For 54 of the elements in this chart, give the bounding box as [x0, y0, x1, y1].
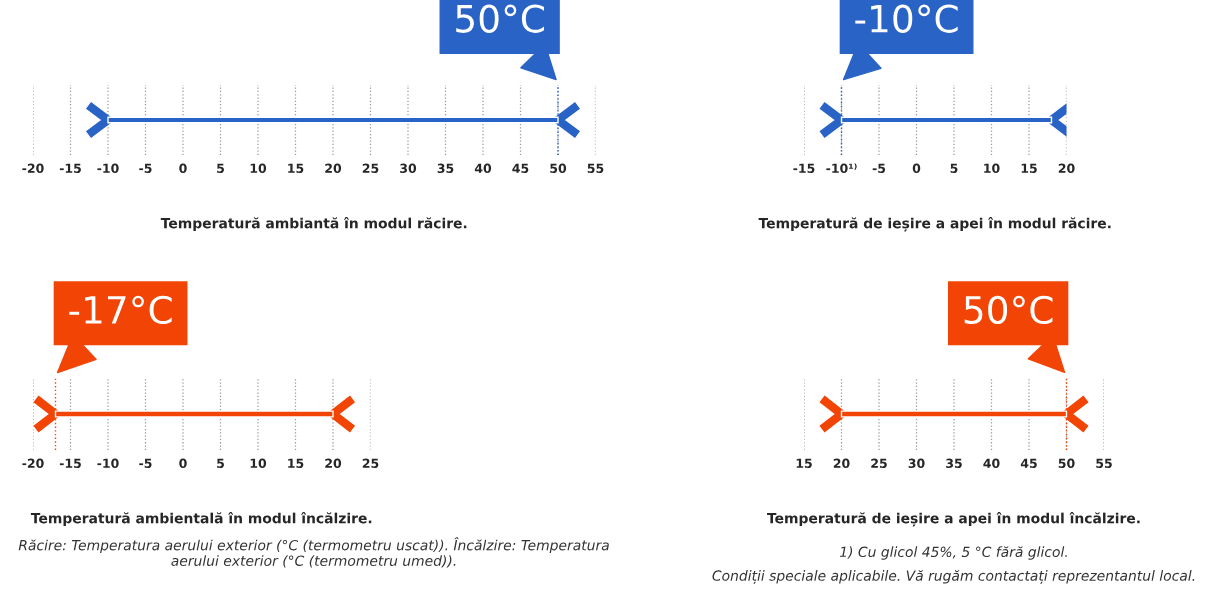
x-tick-label: -5	[139, 458, 152, 469]
x-tick-label: -5	[872, 163, 886, 174]
x-tick-label: 40	[983, 458, 1000, 469]
x-tick-label: 40	[474, 163, 492, 174]
x-tick-label: 0	[179, 163, 187, 174]
x-tick-label: 55	[1096, 458, 1112, 469]
x-axis-title: Temperatură ambientală în modul încălzire.	[30, 512, 372, 527]
x-tick-label: 10	[250, 163, 267, 174]
x-tick-label: 20	[325, 458, 342, 469]
ref-line-label: 50°C	[964, 295, 1053, 325]
x-tick-label: 25	[362, 163, 379, 174]
x-tick-label: 55	[587, 163, 604, 174]
x-tick-label: 5	[950, 163, 958, 174]
x-tick-label: 0	[179, 458, 187, 469]
x-tick-label: 5	[217, 458, 224, 469]
x-axis-title: Temperatură ambiantă în modul răcire.	[160, 217, 467, 232]
x-tick-label: 50	[1058, 458, 1075, 469]
x-tick-label: -15	[59, 458, 81, 469]
x-tick-label: 35	[437, 163, 454, 174]
text: 1) Cu glicol 45%, 5 °C fără glicol.	[839, 546, 1067, 560]
x-tick-label: 25	[871, 458, 887, 469]
x-tick-label: 35	[946, 458, 962, 469]
x-tick-label: 10	[250, 458, 267, 469]
x-tick-label: 20	[325, 163, 342, 174]
x-tick-label: 15	[1021, 163, 1037, 174]
x-tick-label: -10	[97, 163, 119, 174]
x-tick-label: 10	[984, 163, 1000, 174]
x-tick-label: 50	[550, 163, 567, 174]
x-tick-label: 20	[1058, 163, 1075, 174]
x-tick-label: -20	[22, 163, 44, 174]
x-tick-label: -10¹⁾	[826, 163, 857, 174]
x-tick-label: 0	[912, 163, 921, 174]
ref-line-label: -10°C	[855, 4, 958, 33]
text: Condiții speciale aplicabile. Vă rugăm contactați reprezentantul local.	[712, 570, 1195, 584]
x-tick-label: -15	[59, 163, 81, 174]
x-tick-label: 15	[796, 458, 812, 469]
x-tick-label: -20	[22, 458, 44, 469]
x-tick-label: 30	[908, 458, 925, 469]
x-tick-label: 15	[288, 163, 304, 174]
x-tick-label: -5	[139, 163, 152, 174]
x-axis-title: Temperatură de ieșire a apei în modul răcire.	[758, 217, 1111, 232]
x-tick-label: 20	[833, 458, 850, 469]
text: Răcire: Temperatura aerului exterior (°C (termometru uscat)). Încălzire: Temperatura aerului exterior (°C (termometru umed)).	[18, 537, 609, 568]
x-tick-label: 25	[362, 458, 379, 469]
x-tick-label: 45	[1020, 458, 1037, 469]
ref-line-label: -17°C	[69, 295, 172, 325]
x-tick-label: -15	[793, 163, 815, 174]
x-axis-title: Temperatură de ieșire a apei în modul încălzire.	[767, 512, 1140, 527]
ref-line-label: 50°C	[456, 4, 544, 33]
x-tick-label: 30	[400, 163, 417, 174]
x-tick-label: 5	[217, 163, 224, 174]
x-tick-label: -10	[97, 458, 119, 469]
x-tick-label: 45	[512, 163, 529, 174]
x-tick-label: 15	[288, 458, 304, 469]
